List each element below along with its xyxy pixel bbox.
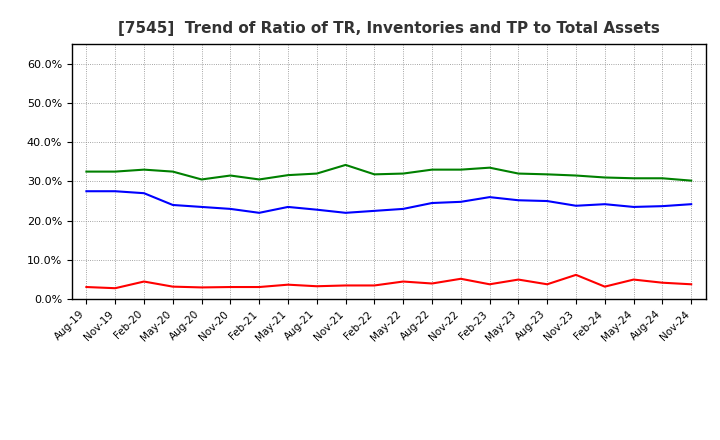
Trade Payables bbox=[284, 172, 292, 178]
Trade Payables bbox=[658, 176, 667, 181]
Trade Receivables bbox=[629, 277, 638, 282]
Trade Payables bbox=[197, 177, 206, 182]
Trade Receivables bbox=[658, 280, 667, 286]
Trade Receivables bbox=[82, 284, 91, 290]
Trade Receivables bbox=[514, 277, 523, 282]
Inventories bbox=[168, 202, 177, 208]
Legend: Trade Receivables, Inventories, Trade Payables: Trade Receivables, Inventories, Trade Pa… bbox=[164, 438, 613, 440]
Trade Payables bbox=[543, 172, 552, 177]
Trade Payables bbox=[600, 175, 609, 180]
Line: Trade Receivables: Trade Receivables bbox=[86, 275, 691, 288]
Trade Payables bbox=[428, 167, 436, 172]
Trade Receivables bbox=[197, 285, 206, 290]
Line: Trade Payables: Trade Payables bbox=[86, 165, 691, 181]
Inventories bbox=[629, 204, 638, 209]
Inventories bbox=[312, 207, 321, 213]
Trade Receivables bbox=[341, 283, 350, 288]
Trade Receivables bbox=[456, 276, 465, 282]
Inventories bbox=[111, 189, 120, 194]
Trade Receivables bbox=[255, 284, 264, 290]
Trade Receivables bbox=[543, 282, 552, 287]
Trade Receivables bbox=[370, 283, 379, 288]
Inventories bbox=[255, 210, 264, 216]
Inventories bbox=[572, 203, 580, 209]
Trade Receivables bbox=[284, 282, 292, 287]
Inventories bbox=[485, 194, 494, 200]
Inventories bbox=[370, 208, 379, 213]
Trade Payables bbox=[485, 165, 494, 170]
Trade Receivables bbox=[399, 279, 408, 284]
Trade Payables bbox=[312, 171, 321, 176]
Trade Payables bbox=[111, 169, 120, 174]
Trade Receivables bbox=[226, 284, 235, 290]
Trade Payables bbox=[140, 167, 148, 172]
Trade Receivables bbox=[572, 272, 580, 278]
Trade Payables bbox=[226, 173, 235, 178]
Inventories bbox=[197, 204, 206, 209]
Trade Payables bbox=[168, 169, 177, 174]
Trade Payables bbox=[456, 167, 465, 172]
Trade Payables bbox=[629, 176, 638, 181]
Trade Receivables bbox=[600, 284, 609, 289]
Inventories bbox=[399, 206, 408, 212]
Trade Payables bbox=[255, 177, 264, 182]
Inventories bbox=[82, 189, 91, 194]
Inventories bbox=[226, 206, 235, 212]
Inventories bbox=[543, 198, 552, 204]
Trade Payables bbox=[514, 171, 523, 176]
Title: [7545]  Trend of Ratio of TR, Inventories and TP to Total Assets: [7545] Trend of Ratio of TR, Inventories… bbox=[118, 21, 660, 36]
Inventories bbox=[456, 199, 465, 205]
Inventories bbox=[428, 200, 436, 205]
Trade Receivables bbox=[428, 281, 436, 286]
Inventories bbox=[514, 198, 523, 203]
Inventories bbox=[140, 191, 148, 196]
Trade Payables bbox=[399, 171, 408, 176]
Trade Receivables bbox=[485, 282, 494, 287]
Trade Payables bbox=[341, 162, 350, 168]
Trade Receivables bbox=[140, 279, 148, 284]
Trade Payables bbox=[82, 169, 91, 174]
Trade Receivables bbox=[111, 286, 120, 291]
Trade Receivables bbox=[687, 282, 696, 287]
Inventories bbox=[658, 204, 667, 209]
Inventories bbox=[600, 202, 609, 207]
Trade Receivables bbox=[168, 284, 177, 289]
Line: Inventories: Inventories bbox=[86, 191, 691, 213]
Trade Payables bbox=[370, 172, 379, 177]
Trade Payables bbox=[572, 173, 580, 178]
Trade Receivables bbox=[312, 284, 321, 289]
Inventories bbox=[341, 210, 350, 216]
Inventories bbox=[284, 204, 292, 209]
Inventories bbox=[687, 202, 696, 207]
Trade Payables bbox=[687, 178, 696, 183]
